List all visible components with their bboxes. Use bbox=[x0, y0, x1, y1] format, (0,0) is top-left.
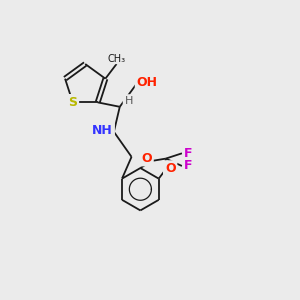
Text: NH: NH bbox=[92, 124, 113, 137]
Text: S: S bbox=[68, 96, 77, 109]
Text: F: F bbox=[184, 160, 193, 172]
Text: O: O bbox=[165, 162, 175, 175]
Text: H: H bbox=[124, 96, 133, 106]
Text: O: O bbox=[141, 152, 152, 164]
Text: OH: OH bbox=[136, 76, 158, 89]
Text: F: F bbox=[184, 147, 193, 160]
Text: CH₃: CH₃ bbox=[107, 54, 126, 64]
